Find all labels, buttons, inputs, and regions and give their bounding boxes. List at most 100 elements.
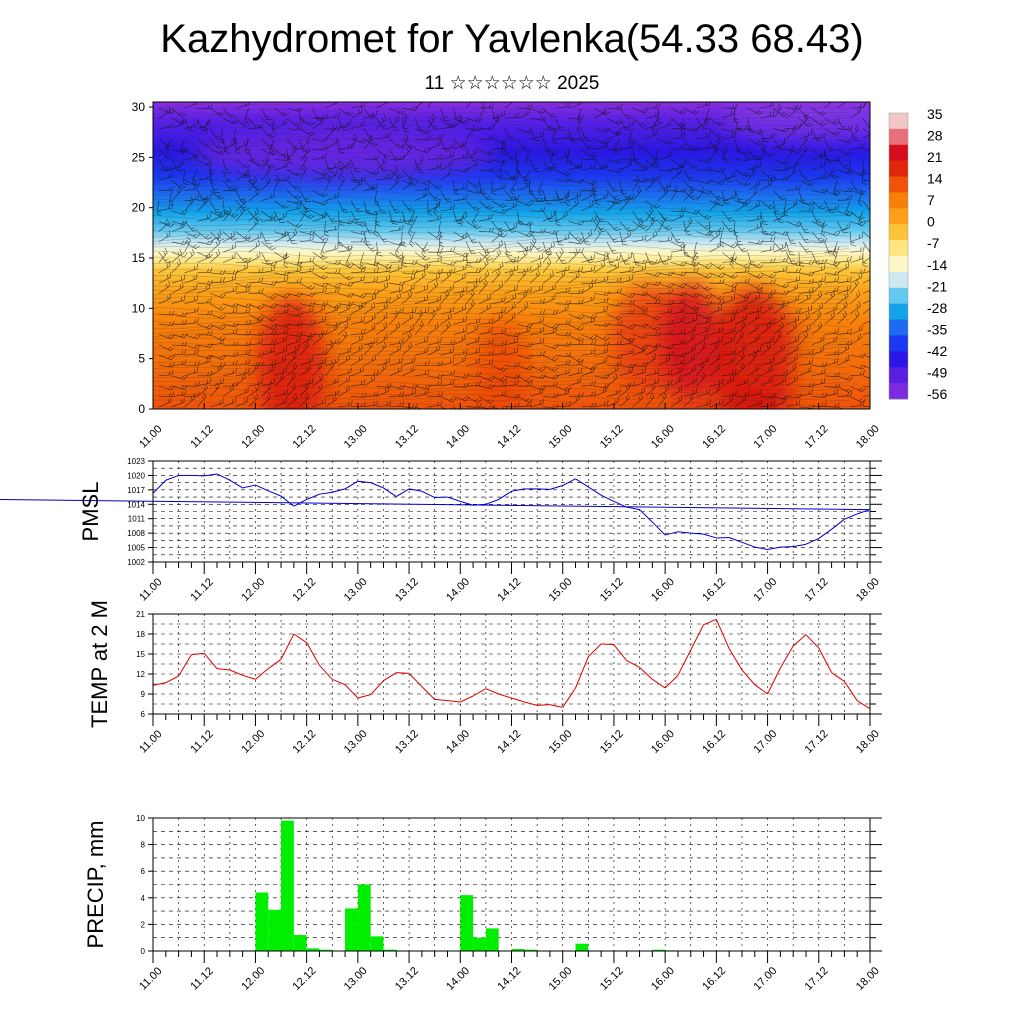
contour-line: [153, 128, 850, 135]
contour-line: [153, 112, 850, 120]
series-segment: [498, 490, 512, 500]
temperature-blob: [737, 298, 798, 389]
x-tick-label: 18.00: [854, 965, 882, 993]
precip-bar: [460, 895, 474, 951]
x-tick-label: 17.12: [803, 728, 831, 756]
y-tick-label: 4: [141, 894, 146, 903]
contour-line: [153, 142, 850, 151]
series-segment: [255, 668, 269, 680]
series-segment: [293, 633, 307, 644]
y-tick-label: 1002: [127, 558, 145, 567]
contour-line: [153, 103, 850, 109]
contour-line: [153, 326, 850, 334]
x-tick-label: 12.00: [239, 423, 267, 451]
series-segment: [242, 484, 256, 489]
x-tick-label: 12.12: [291, 423, 319, 451]
series-segment: [793, 543, 807, 548]
series-segment: [779, 645, 794, 669]
colorbar-label: -42: [927, 343, 947, 359]
y-tick-label: 6: [141, 710, 146, 719]
precip-panel: 0 2 4 6 8 10 11.00 11.12 12.00 12.12 13.00 13.12 14.…: [83, 814, 882, 993]
colorbar-swatch: [889, 271, 908, 289]
series-segment: [370, 482, 384, 489]
series-segment: [267, 658, 282, 670]
series-segment: [587, 643, 602, 658]
y-tick-label: 1008: [127, 529, 145, 538]
x-tick-label: 18.00: [854, 423, 882, 451]
contour-line: [153, 382, 850, 391]
colorbar-swatch: [889, 128, 908, 146]
colorbar-label: -49: [927, 364, 947, 380]
colorbar-label: -21: [927, 278, 947, 294]
x-tick-label: 13.00: [342, 576, 370, 604]
x-tick-label: 16.12: [700, 965, 728, 993]
series-segment: [741, 541, 755, 548]
series-segment: [280, 633, 295, 660]
series-segment: [857, 509, 871, 515]
x-tick-label: 11.12: [188, 728, 215, 755]
x-tick-label: 12.00: [239, 576, 267, 604]
series-segment: [472, 688, 487, 697]
x-tick-label: 12.12: [291, 965, 319, 993]
series-segment: [216, 668, 230, 671]
colorbar: 35 28 21 14 7 0 -7 -14 -21 -28 -35 -42 -49 -56: [888, 106, 947, 402]
precip-bar: [473, 937, 486, 951]
x-tick-label: 13.12: [393, 423, 421, 451]
contour-line: [153, 107, 850, 115]
x-tick-label: 12.12: [291, 728, 319, 756]
contour-line: [153, 403, 850, 409]
series-segment: [178, 654, 192, 677]
series-segment: [408, 488, 422, 492]
series-segment: [767, 667, 781, 695]
series-segment: [613, 500, 627, 508]
series-segment: [0, 498, 871, 511]
contour-line: [153, 133, 850, 140]
y-tick-label: 2: [141, 920, 146, 929]
series-segment: [575, 478, 589, 488]
colorbar-swatch: [889, 351, 908, 368]
x-tick-label: 14.00: [444, 423, 472, 451]
x-tick-label: 11.12: [188, 423, 215, 450]
x-tick-label: 15.12: [598, 423, 626, 451]
series-segment: [447, 700, 461, 703]
series-segment: [728, 537, 743, 543]
x-tick-label: 12.12: [291, 576, 319, 604]
precip-bar: [652, 949, 666, 951]
x-tick-label: 11.00: [137, 728, 164, 755]
series-segment: [524, 701, 538, 706]
series-segment: [280, 495, 295, 507]
colorbar-label: 14: [927, 171, 943, 187]
series-segment: [575, 656, 589, 689]
y-tick-label: 1023: [127, 457, 145, 466]
colorbar-label: -14: [927, 257, 947, 273]
colorbar-swatch: [889, 383, 908, 400]
temperature-blob: [473, 318, 530, 409]
y-tick-label: 15: [132, 251, 146, 265]
series-segment: [216, 473, 231, 481]
heatmap-panel: 0 5 10 15 20 25 30 11.00 11.12 12.00 12.12 13.00 13…: [132, 100, 882, 451]
series-segment: [408, 672, 423, 688]
series-segment: [651, 521, 666, 536]
contour-line: [153, 290, 850, 299]
contour-line: [153, 281, 850, 288]
colorbar-swatch: [889, 367, 908, 384]
contour-line: [153, 225, 850, 232]
x-tick-label: 17.00: [751, 965, 779, 993]
series-segment: [357, 480, 371, 484]
series-segment: [165, 474, 179, 481]
pmsl-panel: 1002 1005 1008 1011 1014 1017 1020 1023 11.00 11.…: [0, 457, 882, 604]
precip-bar: [268, 909, 282, 951]
x-tick-label: 11.00: [137, 576, 164, 603]
chart-subtitle: 11 ☆☆☆☆☆☆ 2025: [424, 73, 600, 94]
colorbar-swatch: [889, 192, 908, 209]
temperature-blob: [660, 282, 721, 403]
precip-bar: [345, 908, 358, 951]
series-segment: [818, 528, 832, 539]
x-tick-label: 15.12: [598, 965, 626, 993]
contour-line: [153, 184, 850, 192]
x-tick-label: 14.12: [495, 965, 523, 993]
series-segment: [754, 546, 768, 550]
y-tick-label: 10: [132, 301, 146, 315]
series-segment: [255, 484, 269, 492]
heatmap-x-axis: 11.00 11.12 12.00 12.12 13.00 13.12 14.00 14.12…: [137, 403, 882, 451]
